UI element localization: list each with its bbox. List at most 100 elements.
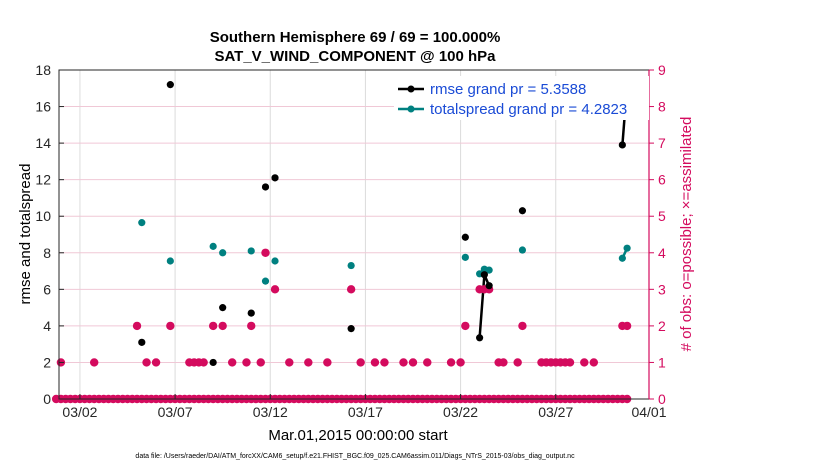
y2-tick-label: 6 <box>658 172 666 188</box>
totalspread-point <box>209 242 217 250</box>
x-tick-label: 03/17 <box>348 404 383 420</box>
x-tick-label: 03/07 <box>158 404 193 420</box>
rmse-point <box>271 174 279 182</box>
y2-tick-label: 9 <box>658 62 666 78</box>
rmse-point <box>209 358 217 367</box>
legend: rmse grand pr = 5.3588 totalspread grand… <box>394 76 649 120</box>
obs-count-point <box>518 321 527 331</box>
x-tick-label: 03/27 <box>538 404 573 420</box>
legend-box <box>394 76 649 120</box>
obs-count-point <box>166 321 175 331</box>
totalspread-point <box>461 253 469 261</box>
obs-count-point <box>580 358 589 367</box>
obs-count-point <box>227 358 237 367</box>
obs-count-point <box>423 358 432 367</box>
y-axis-label: rmse and totalspread <box>17 164 34 305</box>
rmse-point <box>485 282 493 290</box>
y2-tick-label: 8 <box>658 99 666 115</box>
rmse-point <box>247 309 255 317</box>
obs-count-point <box>132 321 142 331</box>
obs-count-point <box>199 358 208 367</box>
totalspread-point <box>618 254 626 262</box>
y2-tick-label: 3 <box>658 281 666 297</box>
totalspread-point <box>261 277 270 285</box>
obs-count-point <box>565 358 575 367</box>
obs-count-point <box>408 358 418 367</box>
y-tick-label: 18 <box>35 62 51 78</box>
legend-label-totalspread: totalspread grand pr = 4.2823 <box>430 101 627 118</box>
totalspread-point <box>166 257 174 265</box>
obs-count-point <box>256 358 265 367</box>
y-tick-label: 2 <box>43 354 51 370</box>
obs-count-point <box>218 321 227 331</box>
y2-tick-label: 2 <box>658 318 666 334</box>
y2-tick-label: 5 <box>658 208 666 224</box>
y2-axis-label: # of obs: o=possible; ×=assimilated <box>678 117 695 352</box>
totalspread-point <box>271 257 279 265</box>
legend-marker-totalspread <box>407 105 415 113</box>
rmse-point <box>219 304 227 312</box>
y-tick-label: 14 <box>35 135 51 151</box>
y2-tick-label: 0 <box>658 391 666 407</box>
obs-count-point <box>399 358 408 367</box>
chart-subtitle: SAT_V_WIND_COMPONENT @ 100 hPa <box>214 48 496 65</box>
y-tick-label: 0 <box>43 391 51 407</box>
obs-count-point <box>151 358 161 367</box>
obs-count-point <box>323 358 332 367</box>
y2-tick-label: 7 <box>658 135 666 151</box>
rmse-point <box>138 338 146 346</box>
chart-title: Southern Hemisphere 69 / 69 = 100.000% <box>210 29 501 46</box>
totalspread-point <box>219 249 227 257</box>
footer-datafile: data file: /Users/raeder/DAI/ATM_forcXX/… <box>135 453 575 460</box>
obs-count-point <box>622 321 632 331</box>
rmse-point <box>461 233 469 241</box>
obs-count-point <box>370 358 380 367</box>
totalspread-point <box>347 261 355 270</box>
legend-marker-rmse <box>407 85 415 93</box>
obs-count-point <box>589 358 599 367</box>
x-tick-label: 03/12 <box>253 404 288 420</box>
legend-label-rmse: rmse grand pr = 5.3588 <box>430 81 586 98</box>
x-tick-label: 03/22 <box>443 404 478 420</box>
y2-tick-label: 4 <box>658 245 666 261</box>
obs-count-point <box>461 321 470 331</box>
x-axis-label: Mar.01,2015 00:00:00 start <box>268 427 448 444</box>
obs-count-point <box>242 358 251 367</box>
rmse-point <box>476 334 484 342</box>
y-tick-label: 12 <box>35 172 51 188</box>
y-tick-label: 10 <box>35 208 51 224</box>
obs-count-point <box>499 358 508 367</box>
obs-count-point <box>456 358 465 367</box>
obs-count-point <box>270 285 280 294</box>
rmse-point <box>347 325 355 333</box>
rmse-point <box>480 271 488 279</box>
totalspread-point <box>518 246 527 254</box>
obs-count-point <box>285 358 294 367</box>
rmse-point <box>618 141 626 149</box>
obs-count-point <box>90 358 99 367</box>
obs-count-point <box>380 358 389 367</box>
obs-count-point <box>142 358 151 367</box>
y-tick-label: 16 <box>35 99 51 115</box>
obs-count-point <box>261 248 270 257</box>
y-tick-label: 4 <box>43 318 51 334</box>
totalspread-point <box>485 266 493 274</box>
obs-count-point <box>247 321 256 331</box>
plot-area <box>59 70 649 399</box>
y2-tick-label: 1 <box>658 354 666 370</box>
x-tick-label: 04/01 <box>631 404 666 420</box>
y-tick-label: 8 <box>43 245 51 261</box>
x-tick-label: 03/02 <box>62 404 97 420</box>
axis-ticks: 03/02 03/07 03/12 03/17 03/22 03/27 04/0101234… <box>35 62 666 420</box>
totalspread-point <box>247 247 255 255</box>
obs-count-point <box>304 358 313 367</box>
obs-count-point <box>446 358 456 367</box>
obs-count-point <box>346 285 356 294</box>
obs-count-point <box>513 358 522 367</box>
obs-count-point <box>208 321 218 331</box>
rmse-point <box>518 207 527 215</box>
rmse-point <box>166 81 174 89</box>
totalspread-point <box>138 219 146 227</box>
obs-count-point <box>356 358 365 367</box>
